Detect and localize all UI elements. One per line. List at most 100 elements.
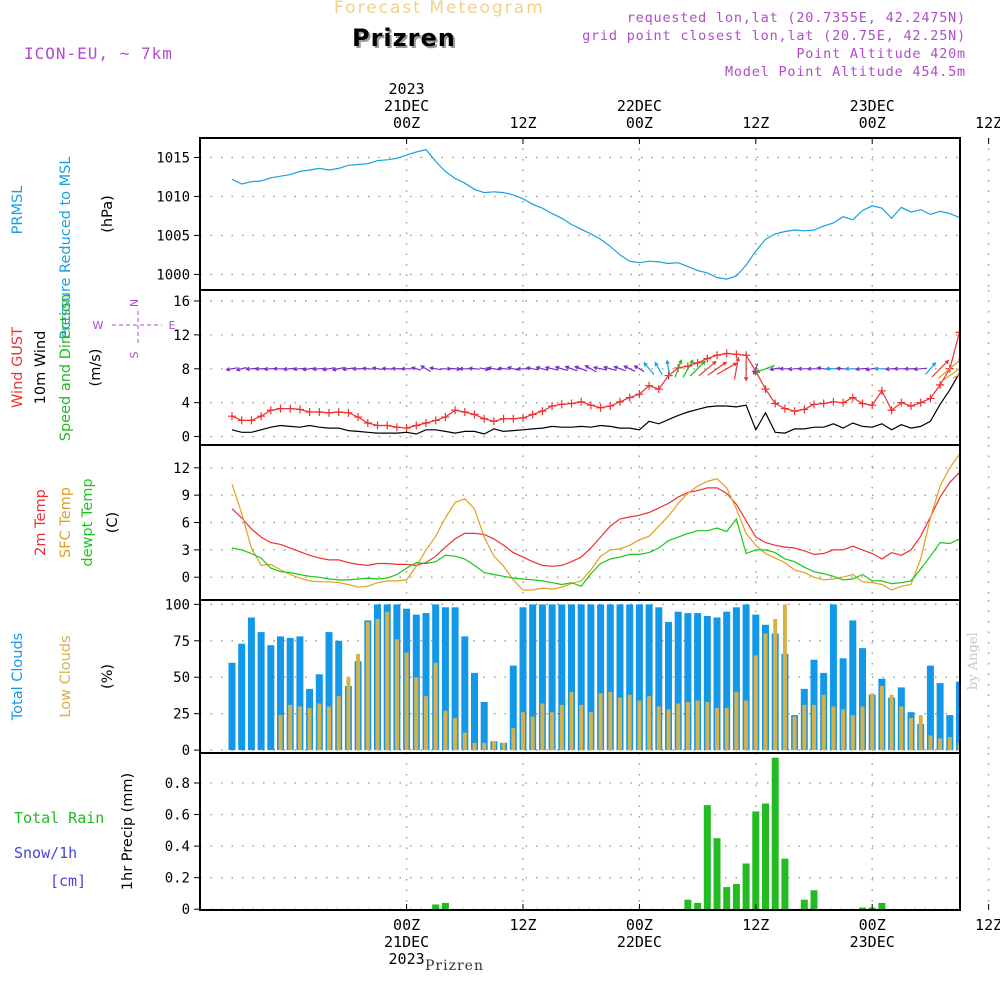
gust-marker <box>489 417 498 426</box>
model-altitude: Model Point Altitude 454.5m <box>724 64 966 80</box>
grid-coordinates: grid point closest lon,lat (20.75E, 42.2… <box>582 28 966 44</box>
wind-arrow <box>716 362 738 375</box>
wind-arrow <box>965 359 994 379</box>
series-dewpt-temp <box>231 517 960 588</box>
wind-arrow <box>707 361 728 376</box>
panel-precip-data <box>432 757 886 910</box>
ytick-label: 1000 <box>156 267 190 283</box>
wind-arrow <box>665 359 671 377</box>
footer-station: Prizren <box>425 958 484 974</box>
gust-marker <box>810 400 818 409</box>
bar-total-clouds <box>966 699 973 750</box>
bar-total-clouds <box>461 636 469 751</box>
ytick-label: 16 <box>173 294 190 310</box>
wind-arrow <box>225 367 238 372</box>
axis-label: Total Clouds <box>10 633 26 721</box>
legend-label: Total Rain <box>14 809 104 827</box>
gust-marker <box>286 404 295 413</box>
bar-total-clouds <box>956 681 960 751</box>
time-label-bottom: 00Z <box>859 916 886 934</box>
bar-low-clouds <box>433 662 438 751</box>
gust-marker <box>228 412 236 421</box>
point-altitude: Point Altitude 420m <box>796 46 966 62</box>
axis-label: (%) <box>100 664 116 689</box>
bar-low-clouds <box>841 709 846 751</box>
bar-low-clouds <box>569 691 574 751</box>
ytick-label: 8 <box>182 362 190 378</box>
bar-low-clouds <box>705 702 710 751</box>
bar-total-clouds <box>684 613 692 751</box>
wind-arrow <box>544 365 559 371</box>
wind-arrow <box>420 365 432 373</box>
wind-arrow <box>995 358 1000 379</box>
bar-low-clouds <box>443 710 448 750</box>
bar-low-clouds <box>724 707 729 751</box>
ytick-label: 9 <box>182 488 190 504</box>
compass-n: N <box>128 299 141 307</box>
gust-marker <box>800 405 809 414</box>
legend-label: Snow/1h <box>14 844 77 862</box>
wind-arrow <box>341 366 354 372</box>
axis-label: Speed and Direction <box>58 294 74 441</box>
time-label-bottom: 12Z <box>742 916 769 934</box>
gust-marker <box>722 349 731 358</box>
compass-w: W <box>93 319 104 332</box>
bar-total-clouds <box>422 613 430 751</box>
bar-low-clouds <box>647 696 652 751</box>
gust-marker <box>305 407 314 416</box>
bar-low-clouds <box>414 677 419 751</box>
bar-total-clouds <box>674 611 682 751</box>
series-10m-wind <box>231 372 960 435</box>
bar-total-clouds <box>616 604 624 751</box>
bar-total-rain <box>762 803 769 910</box>
wind-arrow <box>654 361 663 376</box>
gust-marker <box>926 394 935 403</box>
panel-precip: 0 0.2 0.4 0.6 0.8 Total Rain Snow/1h [cm] 1hr Pr… <box>14 752 990 918</box>
wind-arrow <box>674 359 683 378</box>
wind-arrow <box>321 367 336 372</box>
axis-label: (C) <box>105 512 121 533</box>
wind-arrow <box>755 364 775 374</box>
bar-low-clouds <box>695 700 700 750</box>
axis-label: Pressure Reduced to MSL <box>58 157 74 340</box>
bar-total-clouds <box>529 604 537 751</box>
wind-arrow <box>458 366 470 371</box>
bar-total-clouds <box>277 636 284 751</box>
ytick-label: 50 <box>173 670 190 686</box>
gust-marker <box>383 421 392 430</box>
ytick-label: 4 <box>182 396 190 412</box>
panel-clouds: 0 25 50 75 100 Total Clouds Low Clouds (%) <box>10 597 990 759</box>
bar-low-clouds <box>637 700 642 750</box>
ytick-label: 25 <box>173 707 190 723</box>
bar-low-clouds <box>472 742 477 751</box>
bar-total-clouds <box>441 607 449 751</box>
bar-total-clouds <box>742 604 750 751</box>
gust-marker <box>334 407 343 416</box>
wind-arrow <box>525 366 539 371</box>
bar-total-rain <box>810 890 818 910</box>
gust-marker <box>839 398 848 407</box>
bar-low-clouds <box>307 707 312 751</box>
wind-arrow <box>516 366 529 371</box>
wind-arrow <box>733 356 740 380</box>
time-label-bottom: 2023 <box>389 950 425 968</box>
bar-low-clouds <box>618 697 622 751</box>
time-label-bottom: 00Z <box>626 916 653 934</box>
panel-clouds-data <box>228 604 973 751</box>
bar-total-rain <box>694 902 702 910</box>
bar-total-rain <box>800 899 808 910</box>
wind-arrow <box>574 365 588 372</box>
wind-arrow <box>564 365 578 372</box>
gust-marker <box>499 414 508 423</box>
time-label-top: 00Z <box>859 114 886 132</box>
gust-marker <box>412 421 421 430</box>
gust-marker <box>295 405 304 414</box>
axis-label: Wind GUST <box>10 327 26 408</box>
wind-arrow <box>390 366 402 371</box>
gust-marker <box>596 403 605 412</box>
bar-total-clouds <box>946 715 954 751</box>
wind-arrow <box>468 366 480 371</box>
bar-low-clouds <box>579 704 584 751</box>
gust-marker <box>257 412 266 421</box>
bar-total-clouds <box>325 632 333 751</box>
